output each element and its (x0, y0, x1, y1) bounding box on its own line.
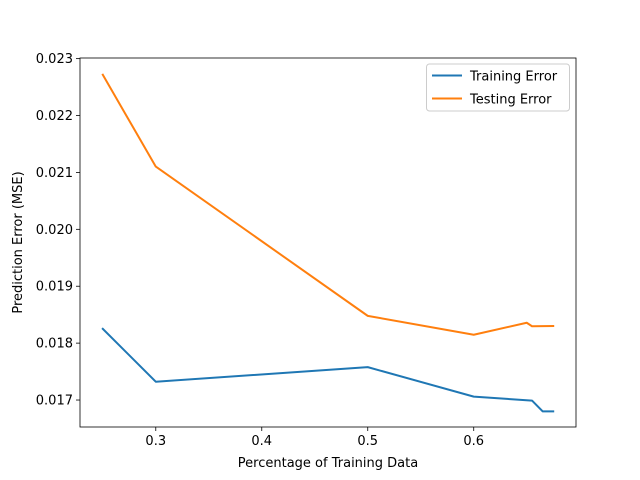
legend-label-training-error: Training Error (469, 70, 558, 85)
y-tick-label: 0.020 (36, 223, 73, 238)
x-tick-label: 0.4 (251, 434, 272, 449)
x-tick-label: 0.5 (357, 434, 378, 449)
y-tick-label: 0.019 (36, 280, 73, 295)
y-tick-label: 0.017 (36, 394, 73, 409)
series-layer (101, 73, 555, 413)
series-line-testing-error (101, 73, 555, 336)
x-tick-label: 0.6 (463, 434, 484, 449)
plot-area (80, 58, 576, 427)
y-axis-ticks: 0.017 0.018 0.019 0.020 0.021 0.022 0.023 (36, 52, 80, 409)
x-axis-label: Percentage of Training Data (238, 456, 418, 471)
y-tick-label: 0.023 (36, 52, 73, 67)
legend: Training Error Testing Error (426, 63, 570, 112)
y-tick-label: 0.021 (36, 166, 73, 181)
y-axis-label: Prediction Error (MSE) (11, 171, 26, 313)
y-tick-label: 0.018 (36, 337, 73, 352)
x-axis-ticks: 0.3 0.4 0.5 0.6 (145, 427, 484, 449)
series-line-training-error (101, 327, 555, 413)
axes-frame (79, 57, 577, 428)
y-tick-label: 0.022 (36, 109, 73, 124)
legend-box (426, 63, 570, 112)
legend-label-testing-error: Testing Error (469, 93, 552, 108)
x-tick-label: 0.3 (145, 434, 166, 449)
